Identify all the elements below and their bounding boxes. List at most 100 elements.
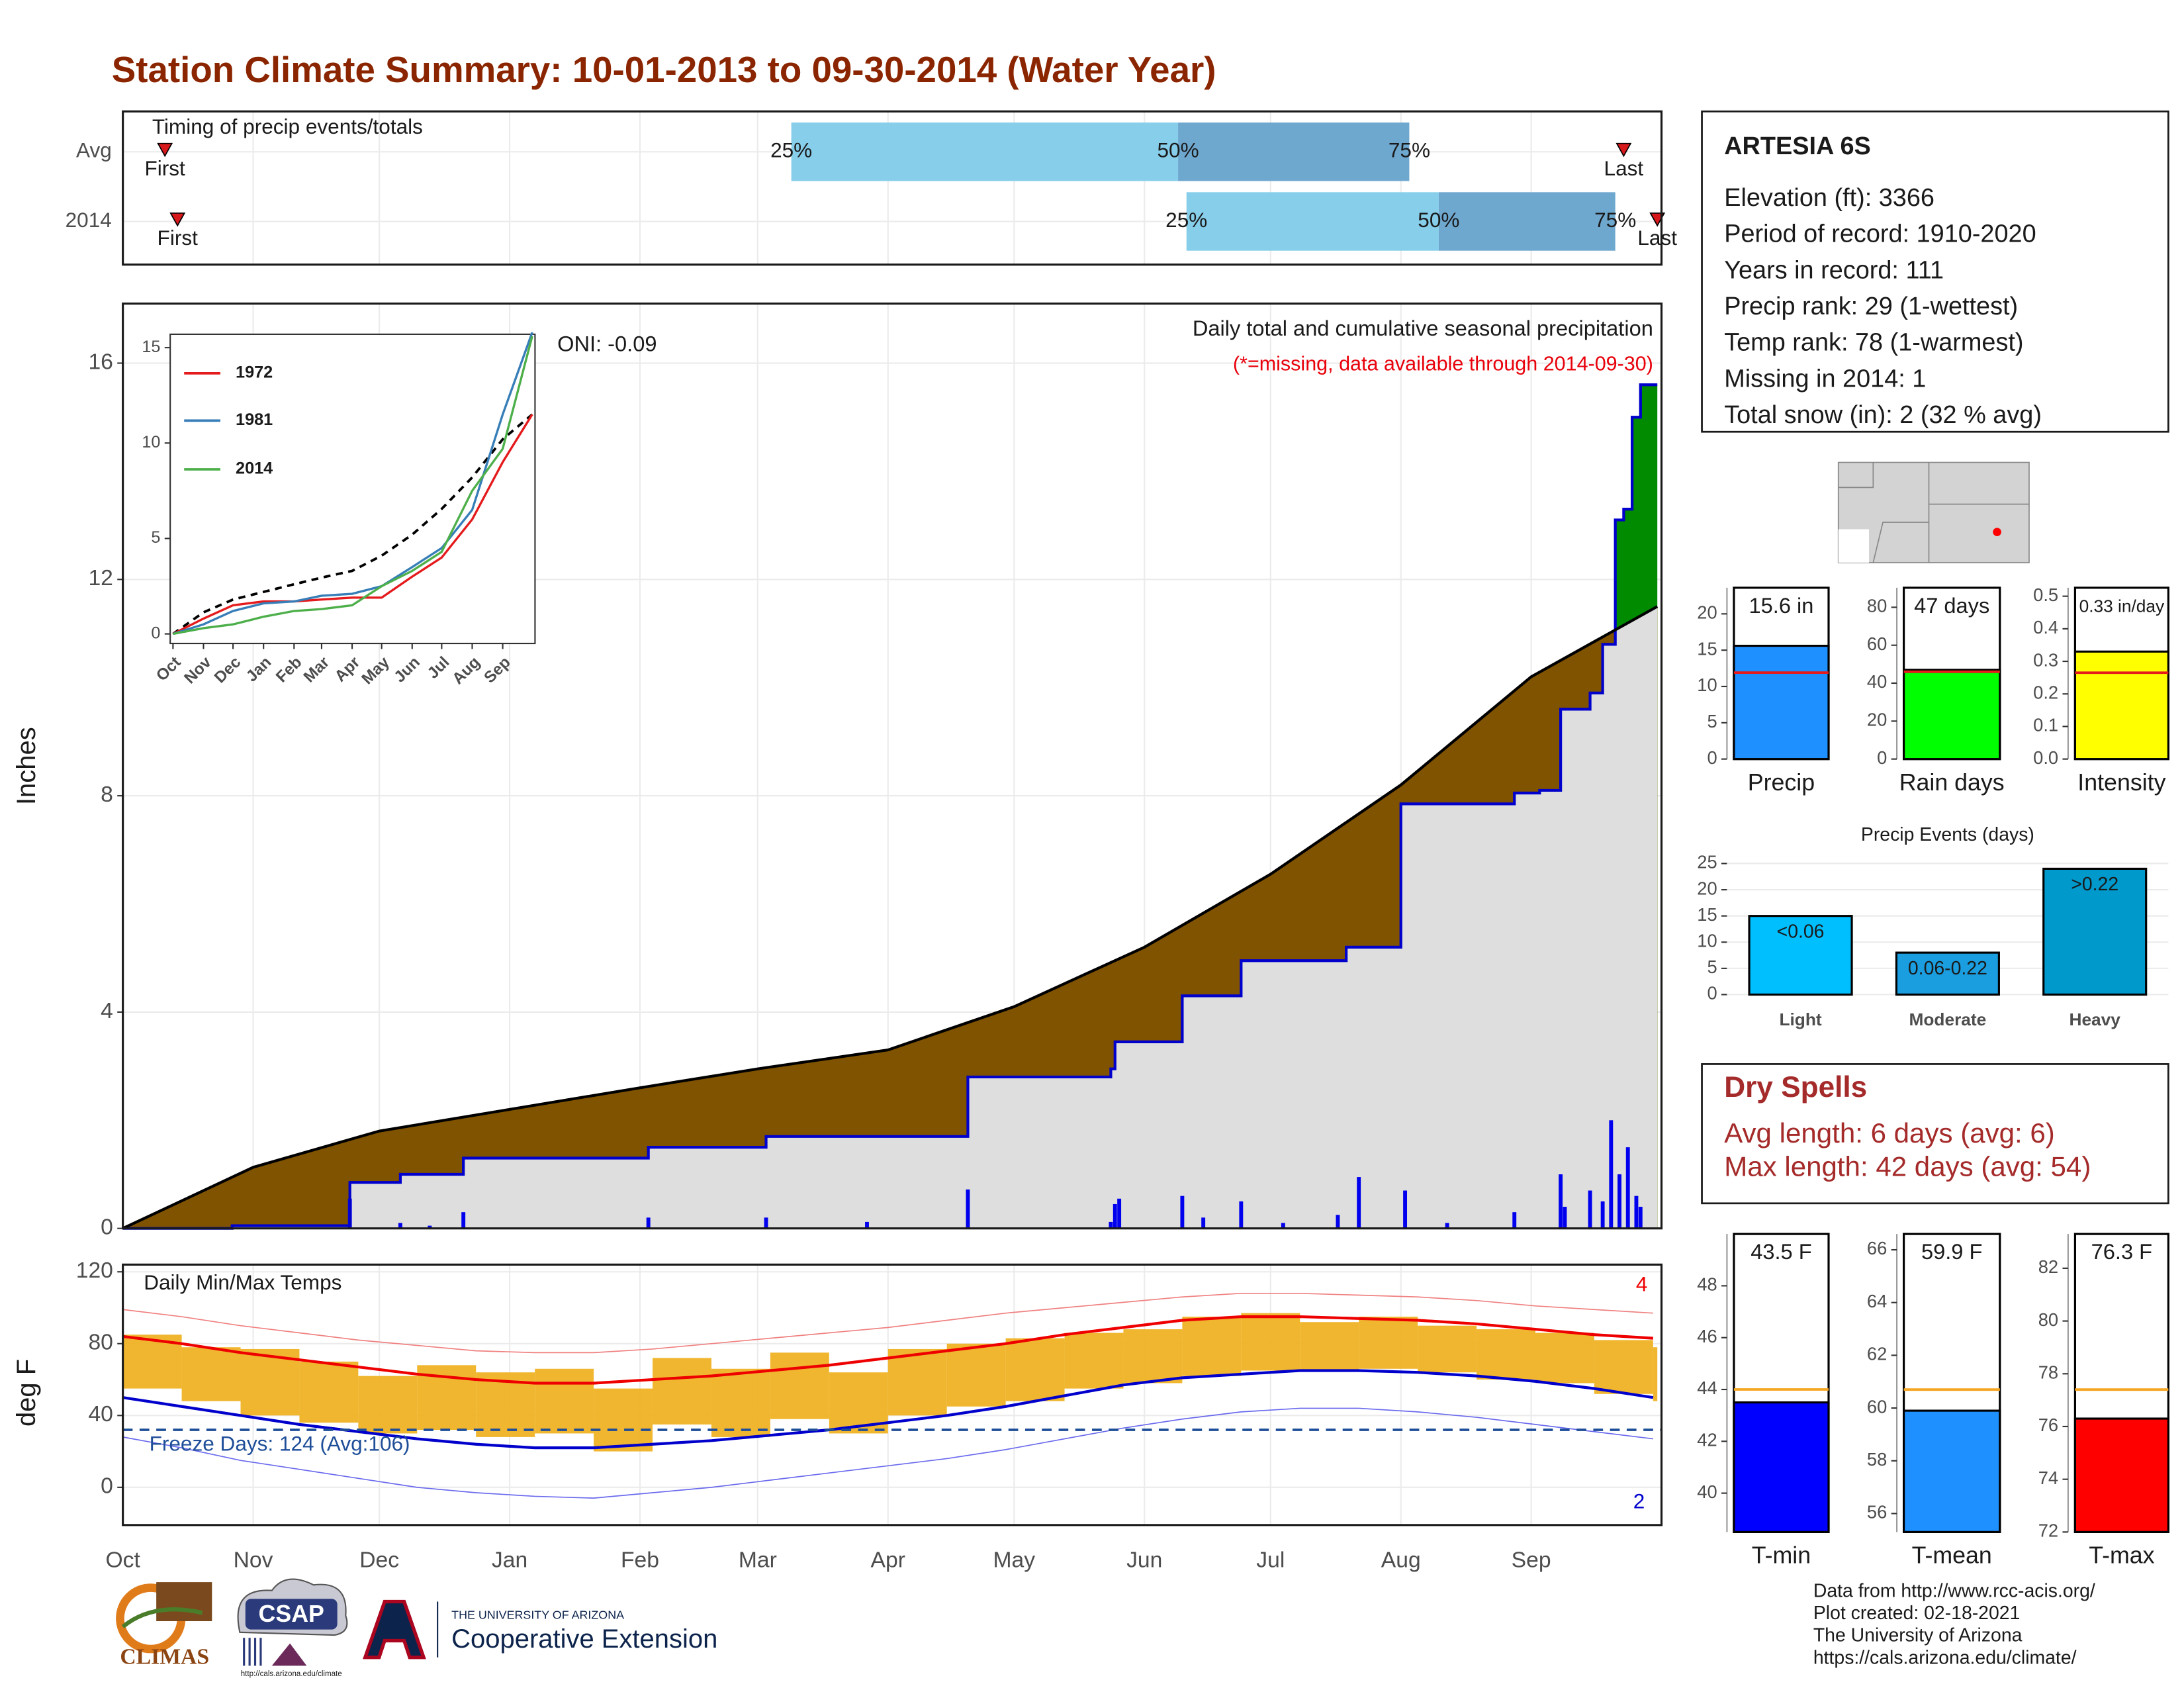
value-label: 47 days <box>1914 593 1989 618</box>
category-label: Heavy <box>2069 1009 2120 1029</box>
daily-bar <box>1113 1203 1117 1229</box>
y-tick-label: 120 <box>76 1258 113 1283</box>
csap-logo: CSAP http://cals.arizona.edu/climate <box>237 1578 348 1678</box>
y-tick-label: 0.4 <box>2033 617 2058 637</box>
y-tick-label: 8 <box>101 782 113 807</box>
y-tick-label: 25 <box>1697 852 1717 872</box>
series-line <box>172 414 533 635</box>
daily-range-bar <box>1123 1329 1183 1383</box>
annotation: ONI: -0.09 <box>557 331 657 355</box>
category-label: Moderate <box>1909 1009 1986 1029</box>
category-label: Precip <box>1748 769 1815 796</box>
daily-bar <box>1512 1212 1517 1229</box>
event-marker <box>157 142 173 158</box>
percent-label: 25% <box>1165 208 1207 232</box>
x-tick-label: Jun <box>1126 1548 1162 1572</box>
logo-text: CLIMAS <box>120 1645 209 1669</box>
bar <box>1733 645 1830 761</box>
locator-map <box>1837 461 2030 563</box>
daily-bar <box>1625 1147 1630 1229</box>
x-tick-label: Mar <box>739 1548 777 1572</box>
panel-border <box>122 1263 1663 1526</box>
y-tick-label: 0 <box>101 1215 113 1240</box>
y-tick-label: 72 <box>2038 1521 2058 1541</box>
daily-bar <box>1180 1196 1185 1229</box>
record-high-count: 4 <box>1636 1272 1648 1295</box>
daily-range-bar <box>1418 1325 1477 1373</box>
percent-label: 25% <box>770 138 812 162</box>
event-label: Last <box>1637 226 1677 250</box>
x-tick-label: May <box>993 1548 1036 1572</box>
daily-bar <box>1609 1120 1614 1229</box>
station-line: Period of record: 1910-2020 <box>1724 220 2036 248</box>
bin-label: 0.06-0.22 <box>1908 958 1987 979</box>
y-tick-label: 5 <box>151 528 160 547</box>
average-line <box>122 605 1659 1230</box>
category-label: Intensity <box>2077 769 2165 796</box>
y-tick-label: 46 <box>1697 1326 1717 1346</box>
y-tick-label: 60 <box>1867 1396 1887 1417</box>
record-max-line <box>122 1292 1653 1354</box>
credit-line: The University of Arizona <box>1813 1625 2023 1646</box>
credit-line: Data from http://www.rcc-acis.org/ <box>1813 1580 2095 1601</box>
y-tick-label: 48 <box>1697 1274 1717 1295</box>
value-label: 43.5 F <box>1751 1239 1811 1264</box>
category-label: Light <box>1779 1009 1821 1029</box>
daily-range-bar <box>299 1361 359 1423</box>
record-min-line <box>122 1407 1653 1499</box>
y-tick-label: 0 <box>151 624 160 642</box>
value-label: 15.6 in <box>1749 593 1813 618</box>
bar <box>1748 915 1853 996</box>
legend-label: 2014 <box>236 459 273 478</box>
daily-bar <box>1109 1221 1113 1229</box>
daily-range-bar <box>1005 1338 1065 1401</box>
x-tick-label: Oct <box>105 1548 140 1572</box>
y-tick-label: 16 <box>88 350 113 374</box>
y-tick-label: 0.0 <box>2033 747 2058 768</box>
y-tick-label: 56 <box>1867 1502 1887 1523</box>
timing-bar <box>1186 192 1439 251</box>
dry-spells-line: Max length: 42 days (avg: 54) <box>1724 1150 2091 1182</box>
credit-line: https://cals.arizona.edu/climate/ <box>1813 1647 2077 1668</box>
y-tick-label: 66 <box>1867 1238 1887 1258</box>
daily-range-bar <box>946 1343 1006 1407</box>
y-tick-label: 20 <box>1867 710 1887 730</box>
y-tick-label: 0.3 <box>2033 649 2058 670</box>
y-tick-label: 0 <box>101 1474 113 1499</box>
y-tick-label: 76 <box>2038 1415 2058 1435</box>
row-label: Avg <box>76 138 112 162</box>
logo-text: CSAP <box>259 1601 324 1627</box>
daily-range-bar <box>653 1358 711 1425</box>
x-tick-label: Aug <box>1381 1548 1421 1572</box>
dry-spells-title: Dry Spells <box>1724 1071 1867 1103</box>
daily-range-bar <box>1182 1317 1242 1376</box>
y-axis-title: Inches <box>12 727 41 805</box>
panel-title: Timing of precip events/totals <box>152 115 423 138</box>
daily-bar <box>1357 1177 1361 1229</box>
x-tick-label: Feb <box>621 1548 659 1572</box>
y-tick-label: 20 <box>1697 602 1717 623</box>
y-tick-label: 10 <box>142 433 160 451</box>
x-tick-label: Apr <box>871 1548 905 1572</box>
y-tick-label: 12 <box>88 566 113 590</box>
y-tick-label: 10 <box>1697 930 1717 951</box>
daily-bar <box>428 1225 432 1229</box>
y-tick-label: 15 <box>142 338 160 356</box>
daily-range-bar <box>358 1376 418 1434</box>
percent-label: 50% <box>1418 208 1459 232</box>
y-tick-label: 0 <box>1707 983 1717 1004</box>
y-tick-label: 74 <box>2038 1468 2058 1488</box>
y-tick-label: 78 <box>2038 1362 2058 1383</box>
daily-bar <box>1617 1174 1621 1229</box>
y-tick-label: 40 <box>88 1402 113 1427</box>
daily-range-bar <box>1653 1347 1658 1401</box>
y-tick-label: 4 <box>101 999 113 1023</box>
timing-bar <box>1438 192 1615 251</box>
daily-range-bar <box>1594 1340 1653 1394</box>
event-marker <box>169 212 186 227</box>
station-line: Missing in 2014: 1 <box>1724 365 1926 393</box>
row-label: 2014 <box>66 208 112 232</box>
observed-line <box>122 383 1658 1230</box>
freeze-text: Freeze Days: 124 (Avg:106) <box>150 1431 410 1455</box>
